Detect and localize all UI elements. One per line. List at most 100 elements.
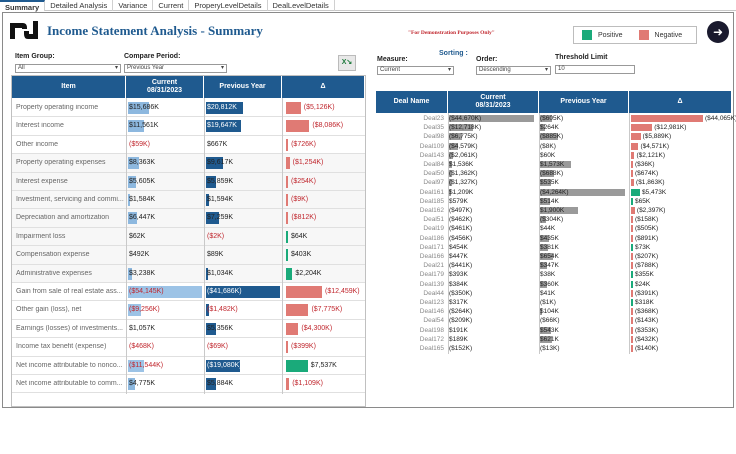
column-header-delta[interactable]: Δ <box>629 91 732 113</box>
table-row[interactable]: Other gain (loss), net ($9,256K) ($1,482K)… <box>12 301 365 320</box>
previous-bar <box>206 212 219 225</box>
column-header-item[interactable]: Item <box>12 76 126 98</box>
row-item-label: Earnings (losses) of investments... <box>16 324 123 332</box>
deal-row[interactable]: Deal172 $189K $621K ($432K) <box>376 335 732 344</box>
table-row[interactable]: Impairment loss $62K ($2K) $64K <box>12 227 365 247</box>
current-value: ($209K) <box>449 317 473 325</box>
deal-row[interactable]: Deal186 ($456K) $435K ($891K) <box>376 234 732 243</box>
current-bar <box>449 133 462 141</box>
table-row[interactable]: Other income ($59K) $667K ($726K) <box>12 136 365 155</box>
deal-row[interactable]: Deal171 $454K $381K $73K <box>376 243 732 252</box>
previous-value: ($2K) <box>207 232 225 240</box>
previous-bar <box>540 326 551 334</box>
deal-row[interactable]: Deal123 $317K ($1K) $318K <box>376 298 732 307</box>
table-row[interactable]: Depreciation and amortization $6,447K $7,2… <box>12 209 365 228</box>
previous-bar <box>540 308 543 316</box>
deal-row[interactable]: Deal185 $579K $514K $65K <box>376 197 732 206</box>
deal-row[interactable]: Deal84 $1,536K $1,573K ($36K) <box>376 160 732 169</box>
table-row[interactable]: Net income attributable to nonco... ($11,… <box>12 357 365 375</box>
column-header-current[interactable]: Current 08/31/2023 <box>448 91 539 113</box>
current-value: $1,057K <box>129 324 156 332</box>
order-select[interactable]: Descending ▾ <box>476 66 551 75</box>
table-row[interactable]: Net income attributable to comm... $4,775… <box>12 375 365 394</box>
current-value: ($54,145K) <box>129 288 164 295</box>
export-excel-icon[interactable]: X↘ <box>338 55 356 71</box>
deal-name: Deal171 <box>419 243 444 251</box>
delta-value: $2,204K <box>295 269 322 277</box>
deal-row[interactable]: Deal179 $393K $38K $355K <box>376 270 732 279</box>
deal-row[interactable]: Deal54 ($209K) ($66K) ($143K) <box>376 316 732 325</box>
table-row[interactable]: Property operating expenses $8,363K $9,617… <box>12 154 365 173</box>
previous-value: ($885K) <box>540 133 564 141</box>
delta-bar <box>286 304 309 317</box>
current-bar <box>128 359 144 372</box>
deal-row[interactable]: Deal44 ($350K) $41K ($391K) <box>376 289 732 298</box>
previous-bar <box>206 359 240 372</box>
deal-row[interactable]: Deal51 ($462K) ($304K) ($158K) <box>376 215 732 224</box>
previous-value: $9,617K <box>207 159 234 167</box>
current-value: ($44,670K) <box>449 115 482 122</box>
deal-row[interactable]: Deal50 ($1,362K) ($688K) ($674K) <box>376 169 732 178</box>
tab-current[interactable]: Current <box>153 0 190 11</box>
demo-note: "For Demonstration Purposes Only" <box>408 30 495 36</box>
table-row[interactable]: Compensation expense $492K $89K $403K <box>12 246 365 265</box>
table-row[interactable]: Administrative expenses $3,238K $1,034K $2,… <box>12 264 365 283</box>
table-row[interactable]: Interest expense $5,605K $5,859K ($254K) <box>12 172 365 191</box>
previous-value: ($4,264K) <box>540 188 569 196</box>
delta-bar <box>631 179 635 187</box>
table-row[interactable]: Earnings (losses) of investments... $1,05… <box>12 320 365 339</box>
table-row[interactable]: Property operating income $15,686K $20,812… <box>12 99 365 118</box>
tab-properyleveldetails[interactable]: ProperyLevelDetails <box>189 0 268 11</box>
previous-bar <box>540 197 551 205</box>
table-row[interactable]: Interest income $11,561K $19,647K ($8,086K) <box>12 117 365 136</box>
deal-row[interactable]: Deal166 $447K $654K ($207K) <box>376 252 732 261</box>
next-page-button[interactable]: ➜ <box>707 21 729 43</box>
current-bar <box>128 175 136 188</box>
compare-period-select[interactable]: Previous Year ▾ <box>124 64 227 73</box>
previous-bar <box>540 253 554 260</box>
previous-bar <box>206 102 243 114</box>
delta-value: ($2,121K) <box>636 151 665 159</box>
previous-bar <box>540 179 551 187</box>
deal-row[interactable]: Deal109 ($4,579K) ($8K) ($4,571K) <box>376 142 732 151</box>
previous-value: $89K <box>207 251 224 259</box>
deal-row[interactable]: Deal162 ($497K) $1,900K ($2,397K) <box>376 206 732 215</box>
deal-row[interactable]: Deal139 $384K $360K $24K <box>376 280 732 289</box>
deal-row[interactable]: Deal198 $191K $543K ($353K) <box>376 326 732 335</box>
tab-summary[interactable]: Summary <box>0 0 46 12</box>
column-header-previous[interactable]: Previous Year <box>204 76 282 98</box>
previous-value: ($1K) <box>540 299 556 306</box>
column-header-delta[interactable]: Δ <box>282 76 365 98</box>
column-header-deal[interactable]: Deal Name <box>376 91 448 113</box>
tab-dealleveldetails[interactable]: DealLevelDetails <box>268 0 335 11</box>
deal-table: Deal Name Current 08/31/2023 Previous Year… <box>376 79 736 407</box>
deal-row[interactable]: Deal21 ($441K) $347K ($788K) <box>376 261 732 270</box>
deal-row[interactable]: Deal161 $1,209K ($4,264K) $5,473K <box>376 188 732 197</box>
table-row[interactable]: Income tax benefit (expense) ($468K) ($69K… <box>12 338 365 357</box>
deal-row[interactable]: Deal19 ($461K) $44K ($505K) <box>376 224 732 233</box>
delta-bar <box>631 188 640 196</box>
measure-select[interactable]: Current ▾ <box>377 66 454 75</box>
threshold-input[interactable]: 10 <box>555 65 635 74</box>
previous-value: ($13K) <box>540 345 560 352</box>
deal-name: Deal84 <box>423 161 444 168</box>
deal-row[interactable]: Deal35 ($12,718K) $264K ($12,981K) <box>376 123 732 132</box>
table-row[interactable]: Gain from sale of real estate ass... ($54… <box>12 283 365 302</box>
column-header-current[interactable]: Current 08/31/2023 <box>126 76 204 98</box>
item-group-select[interactable]: All ▾ <box>15 64 121 73</box>
deal-row[interactable]: Deal146 ($264K) $104K ($368K) <box>376 307 732 316</box>
deal-row[interactable]: Deal23 ($44,670K) ($605K) ($44,065K) <box>376 114 736 123</box>
column-header-previous[interactable]: Previous Year <box>539 91 629 113</box>
chevron-down-icon: ▾ <box>544 67 548 73</box>
delta-bar <box>631 151 635 159</box>
deal-row[interactable]: Deal97 ($1,327K) $535K ($1,863K) <box>376 178 732 187</box>
table-row[interactable]: Investment, servicing and commi... $1,584… <box>12 191 365 210</box>
deal-row[interactable]: Deal98 ($6,775K) ($885K) ($5,889K) <box>376 132 732 141</box>
tab-variance[interactable]: Variance <box>113 0 154 11</box>
row-item-label: Investment, servicing and commi... <box>16 196 124 203</box>
current-bar <box>449 142 458 150</box>
tab-detailed-analysis[interactable]: Detailed Analysis <box>45 0 114 11</box>
current-value: $3,238K <box>129 269 156 277</box>
deal-row[interactable]: Deal165 ($152K) ($13K) ($140K) <box>376 344 732 353</box>
deal-row[interactable]: Deal143 ($2,061K) $60K ($2,121K) <box>376 151 732 160</box>
